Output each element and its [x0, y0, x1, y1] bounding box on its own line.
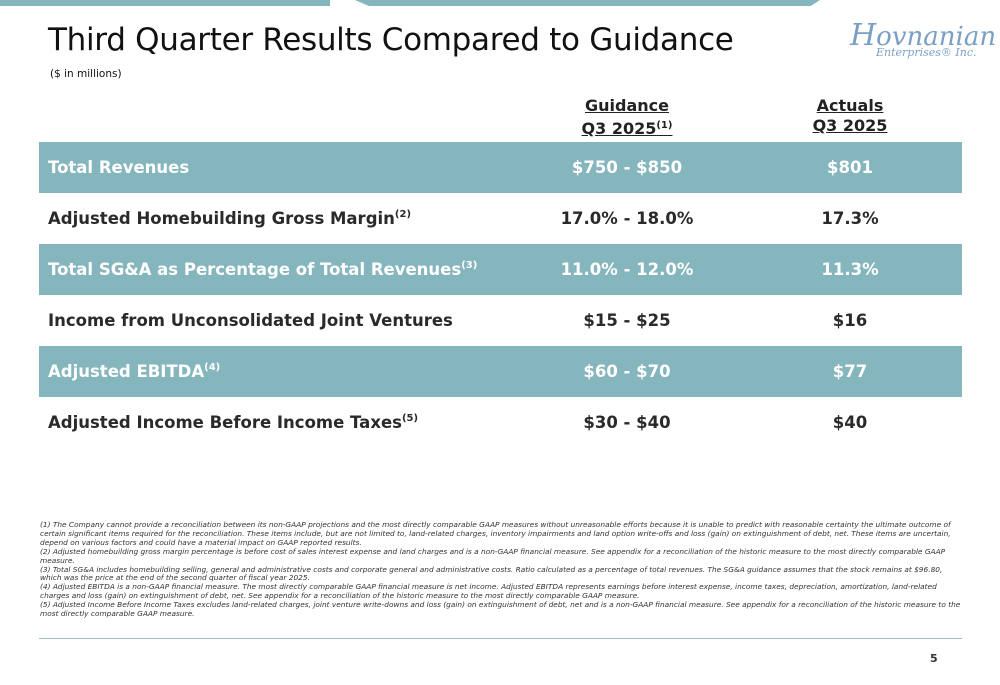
footnote-1: (1) The Company cannot provide a reconci…: [40, 520, 951, 547]
guidance-value: $15 - $25: [583, 311, 671, 330]
footnotes: (1) The Company cannot provide a reconci…: [40, 520, 962, 619]
row-label: Adjusted Income Before Income Taxes(5): [48, 413, 419, 432]
row-label: Adjusted Homebuilding Gross Margin(2): [48, 209, 412, 228]
company-logo: Hovnanian Enterprises® Inc.: [846, 18, 996, 62]
actual-value: $801: [827, 158, 873, 177]
page-number: 5: [930, 652, 938, 665]
logo-wordmark: Hovnanian: [850, 18, 997, 53]
column-header-guidance: Guidance Q3 2025(1): [581, 96, 673, 138]
footnote-3: (3) Total SG&A includes homebuilding sel…: [40, 564, 943, 583]
actual-value: 11.3%: [821, 260, 879, 279]
footnote-4: (4) Adjusted EBITDA is a non-GAAP financ…: [40, 582, 937, 601]
guidance-value: 17.0% - 18.0%: [560, 209, 694, 228]
table-row-adjusted-ebitda: Adjusted EBITDA(4) $60 - $70 $77: [39, 346, 962, 397]
table-row-joint-ventures: Income from Unconsolidated Joint Venture…: [39, 295, 962, 346]
footnote-2: (2) Adjusted homebuilding gross margin p…: [40, 546, 946, 565]
actual-value: $77: [832, 362, 868, 381]
actual-value: 17.3%: [821, 209, 879, 228]
table-row-sga-percentage: Total SG&A as Percentage of Total Revenu…: [39, 244, 962, 295]
row-label: Total Revenues: [48, 158, 190, 177]
row-label: Adjusted EBITDA(4): [48, 362, 221, 381]
table-row-adjusted-income-before-taxes: Adjusted Income Before Income Taxes(5) $…: [39, 397, 962, 448]
guidance-value: $750 - $850: [571, 158, 683, 177]
footnote-5: (5) Adjusted Income Before Income Taxes …: [40, 600, 961, 619]
top-accent-bar-left: [0, 0, 330, 6]
top-accent-bar-middle: [355, 0, 820, 6]
guidance-value: 11.0% - 12.0%: [560, 260, 694, 279]
footer-divider: [39, 638, 962, 639]
page-title: Third Quarter Results Compared to Guidan…: [48, 22, 734, 58]
table-row-gross-margin: Adjusted Homebuilding Gross Margin(2) 17…: [39, 193, 962, 244]
results-table: Total Revenues $750 - $850 $801 Adjusted…: [39, 142, 962, 448]
actual-value: $16: [832, 311, 868, 330]
guidance-value: $60 - $70: [583, 362, 671, 381]
actual-value: $40: [832, 413, 868, 432]
table-row-total-revenues: Total Revenues $750 - $850 $801: [39, 142, 962, 193]
guidance-value: $30 - $40: [583, 413, 671, 432]
units-note: ($ in millions): [50, 68, 122, 80]
row-label: Income from Unconsolidated Joint Venture…: [48, 311, 453, 330]
row-label: Total SG&A as Percentage of Total Revenu…: [48, 260, 478, 279]
column-header-actuals: Actuals Q3 2025: [812, 96, 888, 135]
logo-subtitle: Enterprises® Inc.: [876, 46, 977, 59]
